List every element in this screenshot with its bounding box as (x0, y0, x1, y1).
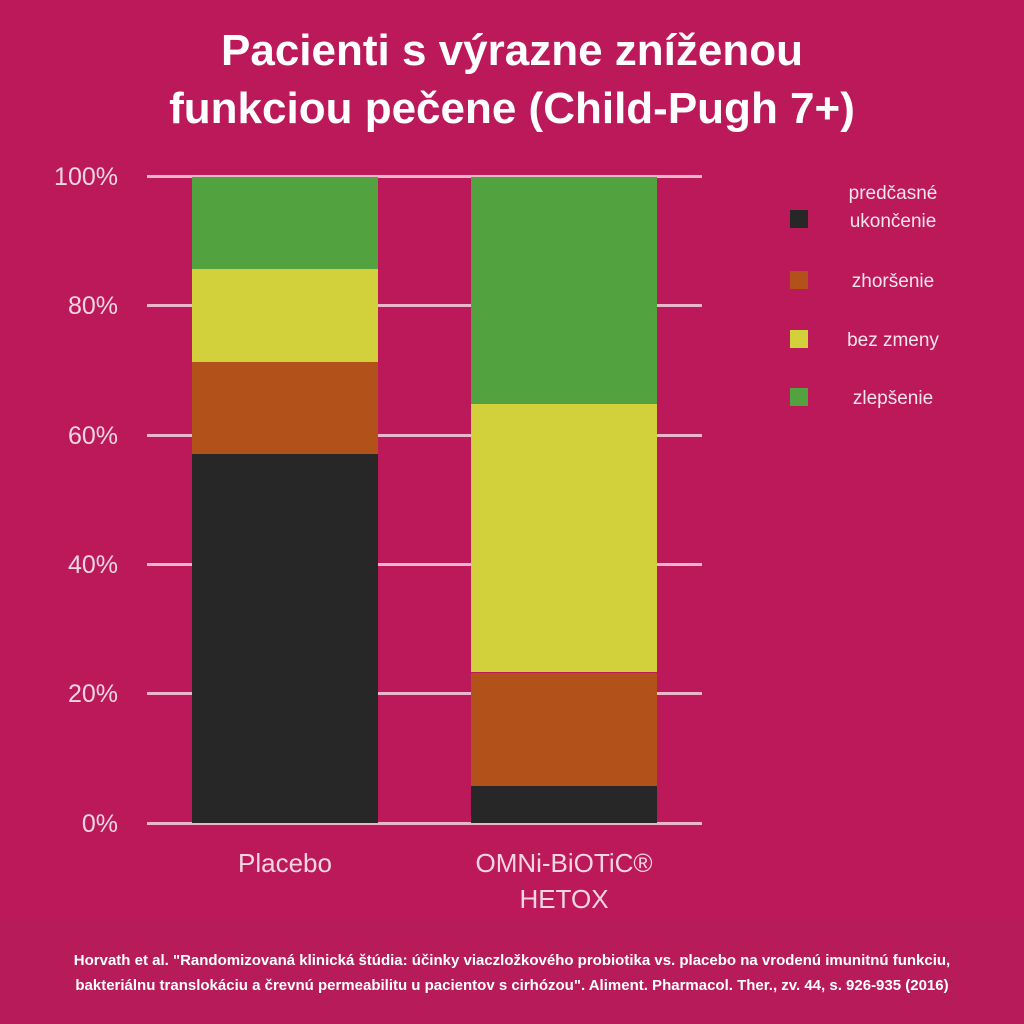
bar-segment-zhoršenie (471, 672, 657, 787)
x-label-placebo: Placebo (238, 848, 332, 878)
y-tick-80: 80% (67, 292, 118, 320)
bar-segment-predčasné-ukončenie (471, 786, 657, 823)
y-tick-60: 60% (67, 422, 118, 450)
gridline-40 (147, 563, 702, 566)
gridline-60 (147, 434, 702, 437)
bar-segment-bez-zmeny (471, 404, 657, 673)
legend-swatch (790, 271, 808, 289)
gridline-20 (147, 692, 702, 695)
legend-swatch (790, 388, 808, 406)
legend-label: bez zmeny (847, 330, 939, 351)
chart-title-line-2: funkciou pečene (Child-Pugh 7+) (169, 84, 855, 133)
bar-segment-zlepšenie (471, 177, 657, 405)
bar-segment-bez-zmeny (192, 269, 378, 362)
legend-label: predčasné ukončenie (848, 183, 938, 232)
legend-label: zlepšenie (852, 388, 934, 409)
chart-title-line-1: Pacienti s výrazne zníženou (221, 26, 803, 75)
legend-label: zhoršenie (851, 271, 935, 292)
citation-line-2: bakteriálnu translokáciu a črevnú permea… (75, 977, 949, 994)
y-tick-20: 20% (67, 680, 118, 708)
y-tick-100: 100% (54, 163, 118, 191)
y-tick-0: 0% (81, 810, 118, 838)
bar-placebo (192, 177, 378, 823)
citation-line-1: Horvath et al. "Randomizovaná klinická š… (73, 952, 951, 969)
gridline-80 (147, 304, 702, 307)
x-label-omni-biotic-hetox: OMNi-BiOTiC® HETOX (475, 848, 653, 914)
citation: Horvath et al. "Randomizovaná klinická š… (0, 948, 1024, 998)
y-tick-40: 40% (67, 551, 118, 579)
bar-segment-predčasné-ukončenie (192, 454, 378, 823)
gridline-0 (147, 822, 702, 825)
gridline-100 (147, 175, 702, 178)
bar-segment-zhoršenie (192, 361, 378, 455)
bar-omni-biotic-hetox (471, 177, 657, 823)
legend-swatch (790, 210, 808, 228)
bar-segment-zlepšenie (192, 177, 378, 270)
chart-title: Pacienti s výrazne zníženou funkciou peč… (0, 22, 1024, 138)
legend-swatch (790, 330, 808, 348)
